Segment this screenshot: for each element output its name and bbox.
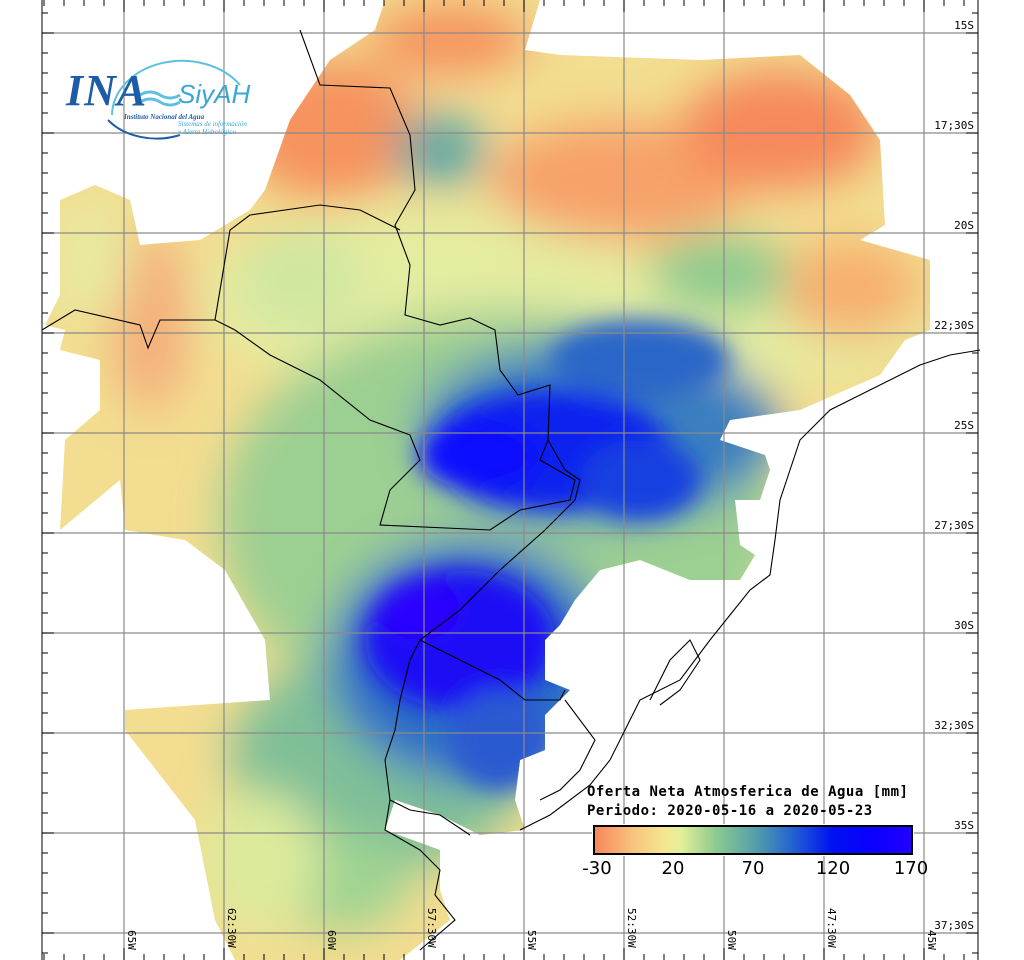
longitude-label: 65W (125, 930, 138, 950)
latitude-label: 20S (954, 219, 974, 232)
latitude-label: 30S (954, 619, 974, 632)
logo-system-line2: y Alerta Hidrológico (178, 128, 236, 136)
latitude-label: 17;30S (934, 119, 974, 132)
latitude-label: 27;30S (934, 519, 974, 532)
latitude-label: 37;30S (934, 919, 974, 932)
logo-institute-text: Instituto Nacional del Agua (124, 113, 205, 121)
colorbar-tick: 20 (661, 858, 685, 879)
legend-period: Periodo: 2020-05-16 a 2020-05-23 (587, 803, 873, 819)
longitude-label: 62:30W (225, 908, 238, 948)
colorbar-tick: 70 (741, 858, 765, 879)
logo-system-line1: Sistemas de información (178, 120, 247, 128)
country-borders (41, 29, 981, 951)
longitude-label: 57:30W (425, 908, 438, 948)
colorbar-tick: -30 (582, 858, 612, 879)
colorbar-tick: 120 (815, 858, 851, 879)
longitude-label: 60W (325, 930, 338, 950)
colorbar-tick: 170 (893, 858, 929, 879)
graticule (42, 0, 978, 960)
ina-siyah-logo: INA SiyAH Instituto Nacional del Agua Si… (60, 45, 270, 145)
latitude-label: 35S (954, 819, 974, 832)
latitude-label: 32;30S (934, 719, 974, 732)
longitude-label: 50W (725, 930, 738, 950)
color-bar (592, 824, 914, 856)
longitude-label: 55W (525, 930, 538, 950)
latitude-label: 25S (954, 419, 974, 432)
latitude-label: 22;30S (934, 319, 974, 332)
logo-ina-text: INA (66, 66, 148, 115)
logo-system-text: Sistemas de información y Alerta Hidroló… (178, 120, 247, 136)
legend-title: Oferta Neta Atmosferica de Agua [mm] (587, 784, 909, 800)
logo-siyah-text: SiyAH (178, 79, 251, 109)
map-frame (41, 0, 979, 960)
longitude-label: 52:30W (625, 908, 638, 948)
logo-swoosh-icon (107, 59, 241, 140)
longitude-label: 45W (925, 930, 938, 950)
latitude-label: 15S (954, 19, 974, 32)
longitude-label: 47:30W (825, 908, 838, 948)
